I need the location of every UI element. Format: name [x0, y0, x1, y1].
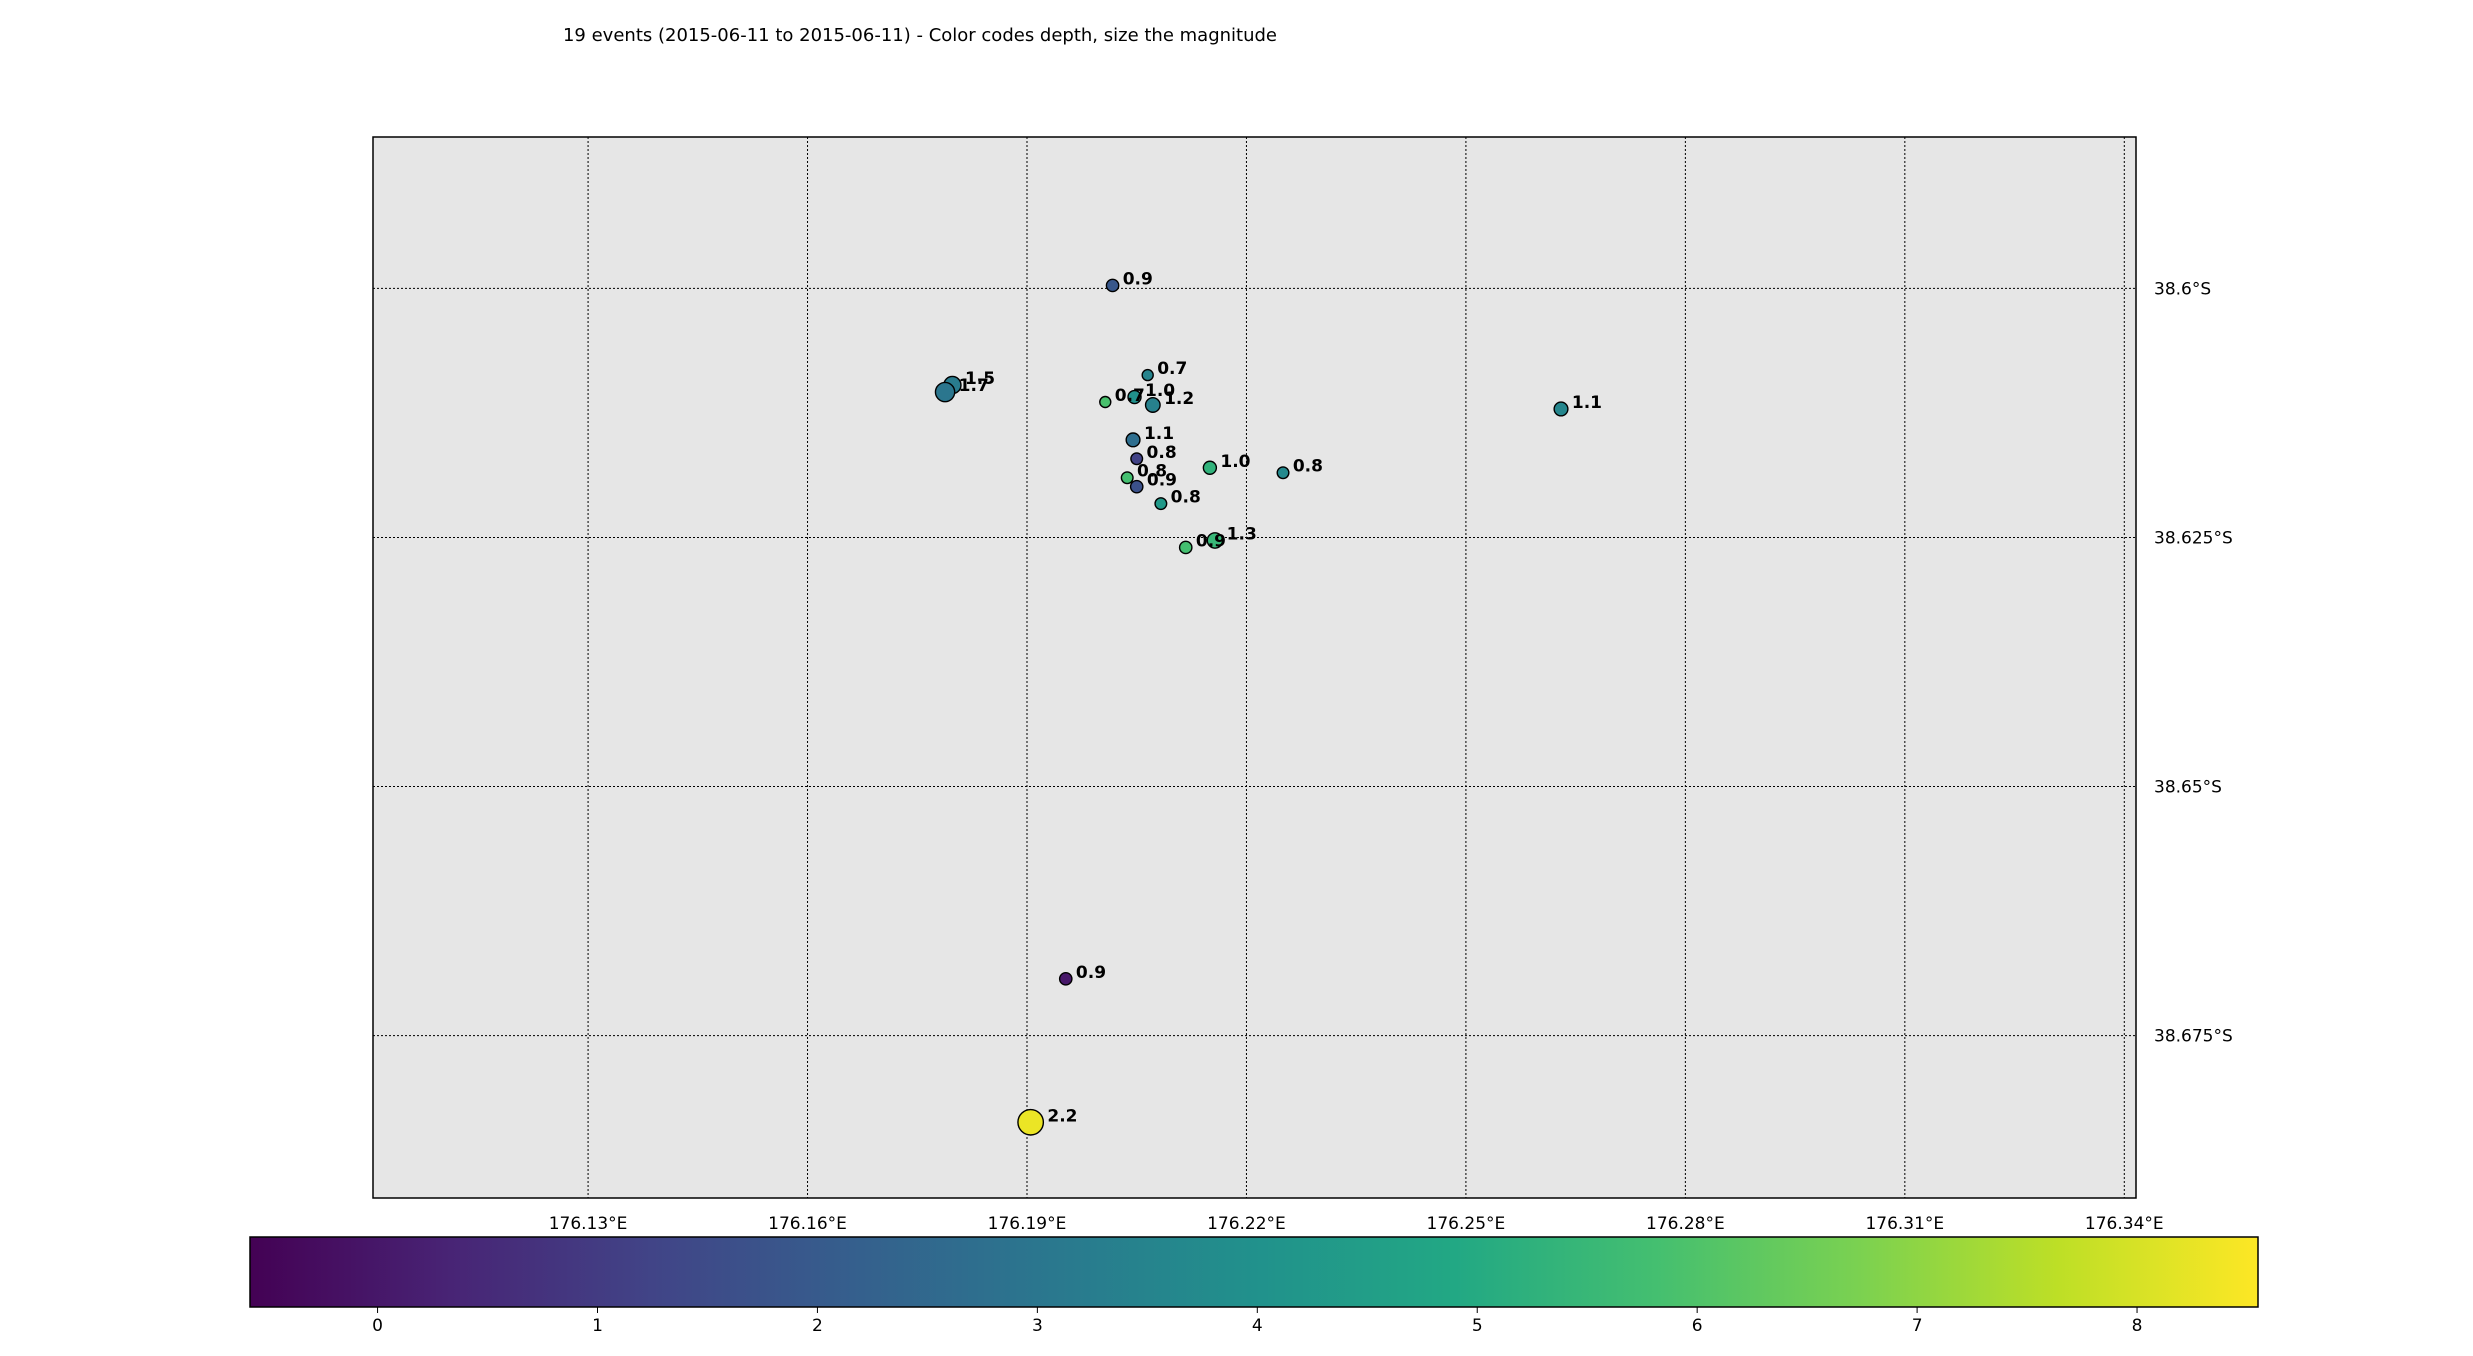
colorbar-tick-label: 2	[812, 1316, 823, 1336]
longitude-tick-label: 176.19°E	[988, 1214, 1067, 1234]
magnitude-label: 0.7	[1115, 386, 1145, 406]
map-frame	[372, 136, 2137, 1199]
magnitude-label: 1.7	[959, 376, 989, 396]
colorbar-tick-label: 6	[1692, 1316, 1703, 1336]
magnitude-label: 0.9	[1147, 471, 1177, 491]
magnitude-label: 1.5	[965, 369, 995, 389]
magnitude-label: 0.8	[1147, 443, 1177, 463]
event-marker[interactable]	[1058, 971, 1073, 986]
event-marker[interactable]	[1125, 432, 1141, 448]
magnitude-label: 0.8	[1137, 462, 1167, 482]
event-marker[interactable]	[1127, 389, 1142, 405]
event-marker[interactable]	[1553, 401, 1569, 417]
magnitude-label: 1.0	[1145, 381, 1175, 401]
event-marker[interactable]	[1130, 452, 1144, 466]
magnitude-label: 1.1	[1144, 424, 1174, 444]
event-marker[interactable]	[1276, 466, 1290, 480]
longitude-tick-label: 176.16°E	[768, 1214, 847, 1234]
magnitude-label: 0.9	[1076, 963, 1106, 983]
colorbar-tick-label: 7	[1912, 1316, 1923, 1336]
colorbar-tick-labels: 0 1 2 3 4 5 6 7 8	[372, 1307, 2142, 1336]
event-marker[interactable]	[934, 381, 956, 403]
event-marker[interactable]	[1129, 479, 1144, 494]
event-marker[interactable]	[1141, 368, 1154, 382]
event-markers	[934, 278, 1569, 1136]
colorbar-tick-label: 1	[592, 1316, 603, 1336]
magnitude-label: 1.0	[1220, 452, 1250, 472]
magnitude-label: 0.8	[1171, 488, 1201, 508]
chart-title: 19 events (2015-06-11 to 2015-06-11) - C…	[563, 25, 1277, 46]
colorbar-tick-label: 3	[1032, 1316, 1043, 1336]
magnitude-label: 0.8	[1293, 457, 1323, 477]
longitude-tick-labels: 176.13°E 176.16°E 176.19°E 176.22°E 176.25°E…	[549, 1214, 2164, 1234]
depth-colorbar	[249, 1236, 2259, 1308]
graticule	[373, 137, 2136, 1198]
colorbar-tick-label: 5	[1472, 1316, 1483, 1336]
magnitude-label: 1.3	[1227, 524, 1257, 544]
longitude-tick-label: 176.25°E	[1427, 1214, 1506, 1234]
longitude-tick-label: 176.13°E	[549, 1214, 628, 1234]
magnitude-label: 0.9	[1196, 531, 1226, 551]
event-marker[interactable]	[1144, 397, 1161, 413]
event-marker[interactable]	[1206, 532, 1224, 549]
latitude-tick-label: 38.675°S	[2154, 1027, 2233, 1047]
magnitude-label: 0.7	[1157, 359, 1187, 379]
event-marker[interactable]	[1202, 460, 1218, 475]
latitude-tick-label: 38.65°S	[2154, 778, 2222, 798]
event-marker[interactable]	[1017, 1108, 1045, 1136]
magnitude-label: 1.1	[1572, 393, 1602, 413]
magnitude-label: 2.2	[1047, 1106, 1077, 1126]
event-marker[interactable]	[1099, 395, 1112, 409]
longitude-tick-label: 176.22°E	[1207, 1214, 1286, 1234]
longitude-tick-label: 176.31°E	[1865, 1214, 1944, 1234]
latitude-tick-label: 38.625°S	[2154, 528, 2233, 548]
colorbar-tick-label: 0	[372, 1316, 383, 1336]
magnitude-labels: 0.90.71.51.7 0.7 1.01.2 1.11.10.8 1.0 0.80.80…	[959, 269, 1602, 1126]
map-area[interactable]	[373, 137, 2136, 1198]
magnitude-label: 1.2	[1164, 389, 1194, 409]
event-marker[interactable]	[1154, 497, 1168, 511]
event-marker[interactable]	[1178, 540, 1193, 555]
event-marker[interactable]	[1105, 278, 1120, 293]
colorbar-tick-label: 8	[2132, 1316, 2143, 1336]
event-marker[interactable]	[1120, 471, 1134, 485]
colorbar-tick-label: 4	[1252, 1316, 1263, 1336]
longitude-tick-label: 176.34°E	[2085, 1214, 2164, 1234]
magnitude-label: 0.9	[1123, 269, 1153, 289]
longitude-tick-label: 176.28°E	[1646, 1214, 1725, 1234]
latitude-tick-label: 38.6°S	[2154, 279, 2211, 299]
latitude-tick-labels: 38.6°S 38.625°S 38.65°S 38.675°S	[2154, 279, 2233, 1046]
